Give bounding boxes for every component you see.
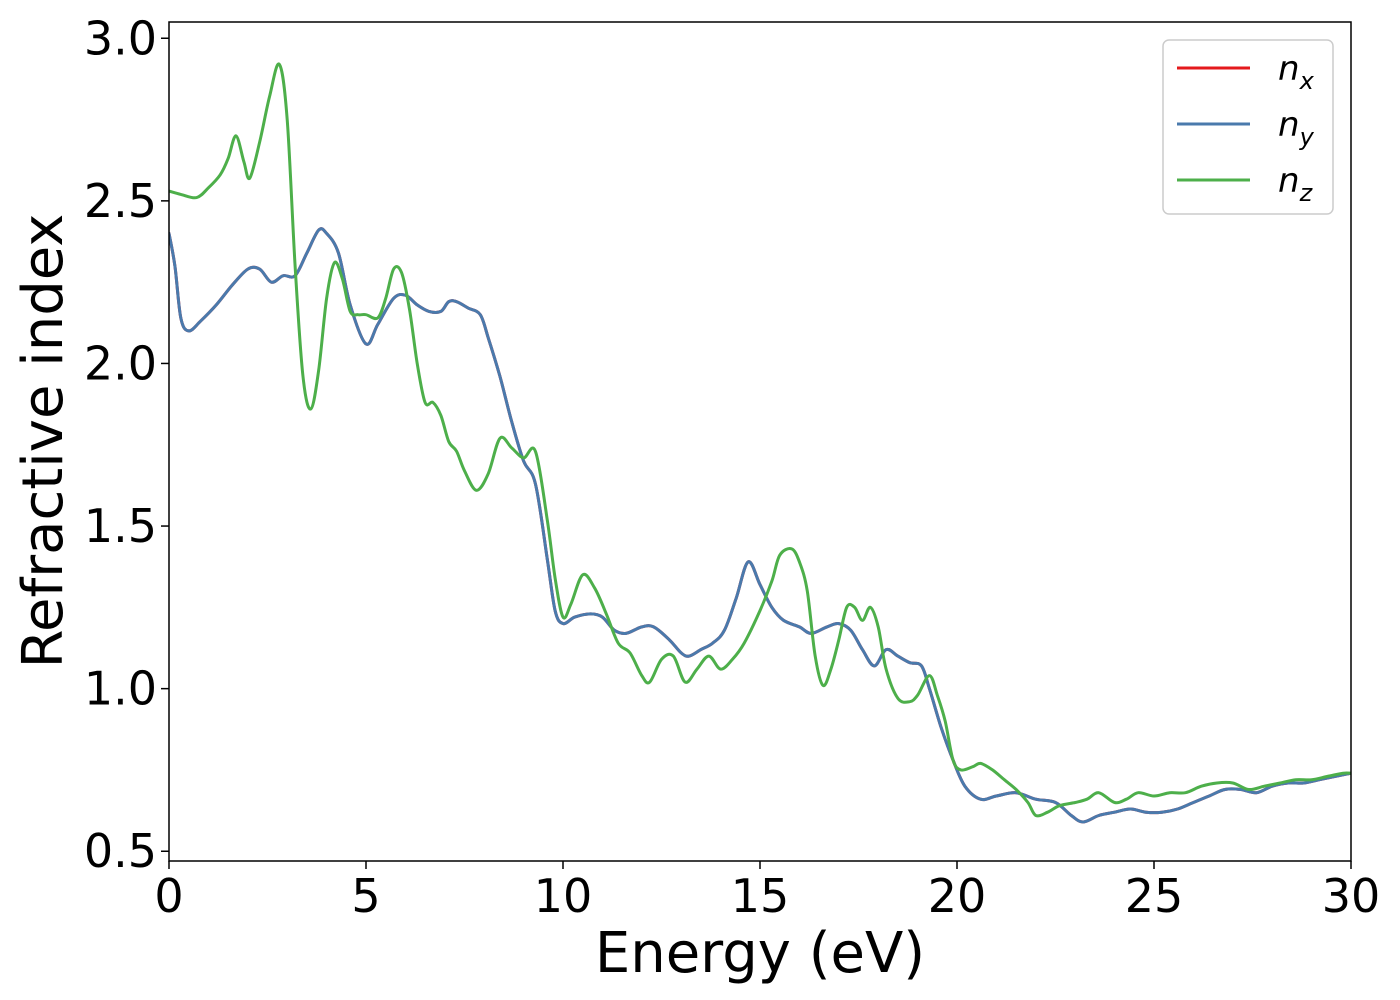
y-tick-label: 2.0	[84, 336, 157, 390]
legend-label-z: nz	[1278, 161, 1314, 207]
legend: nx ny nz	[1162, 39, 1334, 215]
series-layer	[169, 62, 1351, 824]
y-tick-label: 1.5	[84, 499, 157, 553]
x-tick-label: 10	[534, 869, 593, 923]
y-tick-label: 0.5	[84, 824, 157, 878]
x-tick-label: 20	[928, 869, 987, 923]
legend-label-y: ny	[1278, 105, 1315, 151]
legend-label-x: nx	[1278, 49, 1315, 95]
y-axis-ticks: 0.5 1.0 1.5 2.0 2.5 3.0	[84, 11, 169, 878]
x-tick-label: 0	[154, 869, 183, 923]
legend-frame	[1162, 39, 1334, 215]
x-tick-label: 25	[1125, 869, 1184, 923]
y-tick-label: 2.5	[84, 174, 157, 228]
x-axis-label: Energy (eV)	[595, 921, 925, 986]
y-axis-label: Refractive index	[11, 214, 76, 669]
x-tick-label: 5	[351, 869, 380, 923]
y-tick-label: 3.0	[84, 11, 157, 65]
x-tick-label: 30	[1322, 869, 1381, 923]
y-tick-label: 1.0	[84, 662, 157, 716]
series-line-x	[169, 227, 1351, 824]
x-axis-ticks: 0 5 10 15 20 25 30	[154, 861, 1380, 923]
x-tick-label: 15	[731, 869, 790, 923]
series-line-z	[169, 62, 1351, 818]
series-line-y	[169, 227, 1351, 824]
